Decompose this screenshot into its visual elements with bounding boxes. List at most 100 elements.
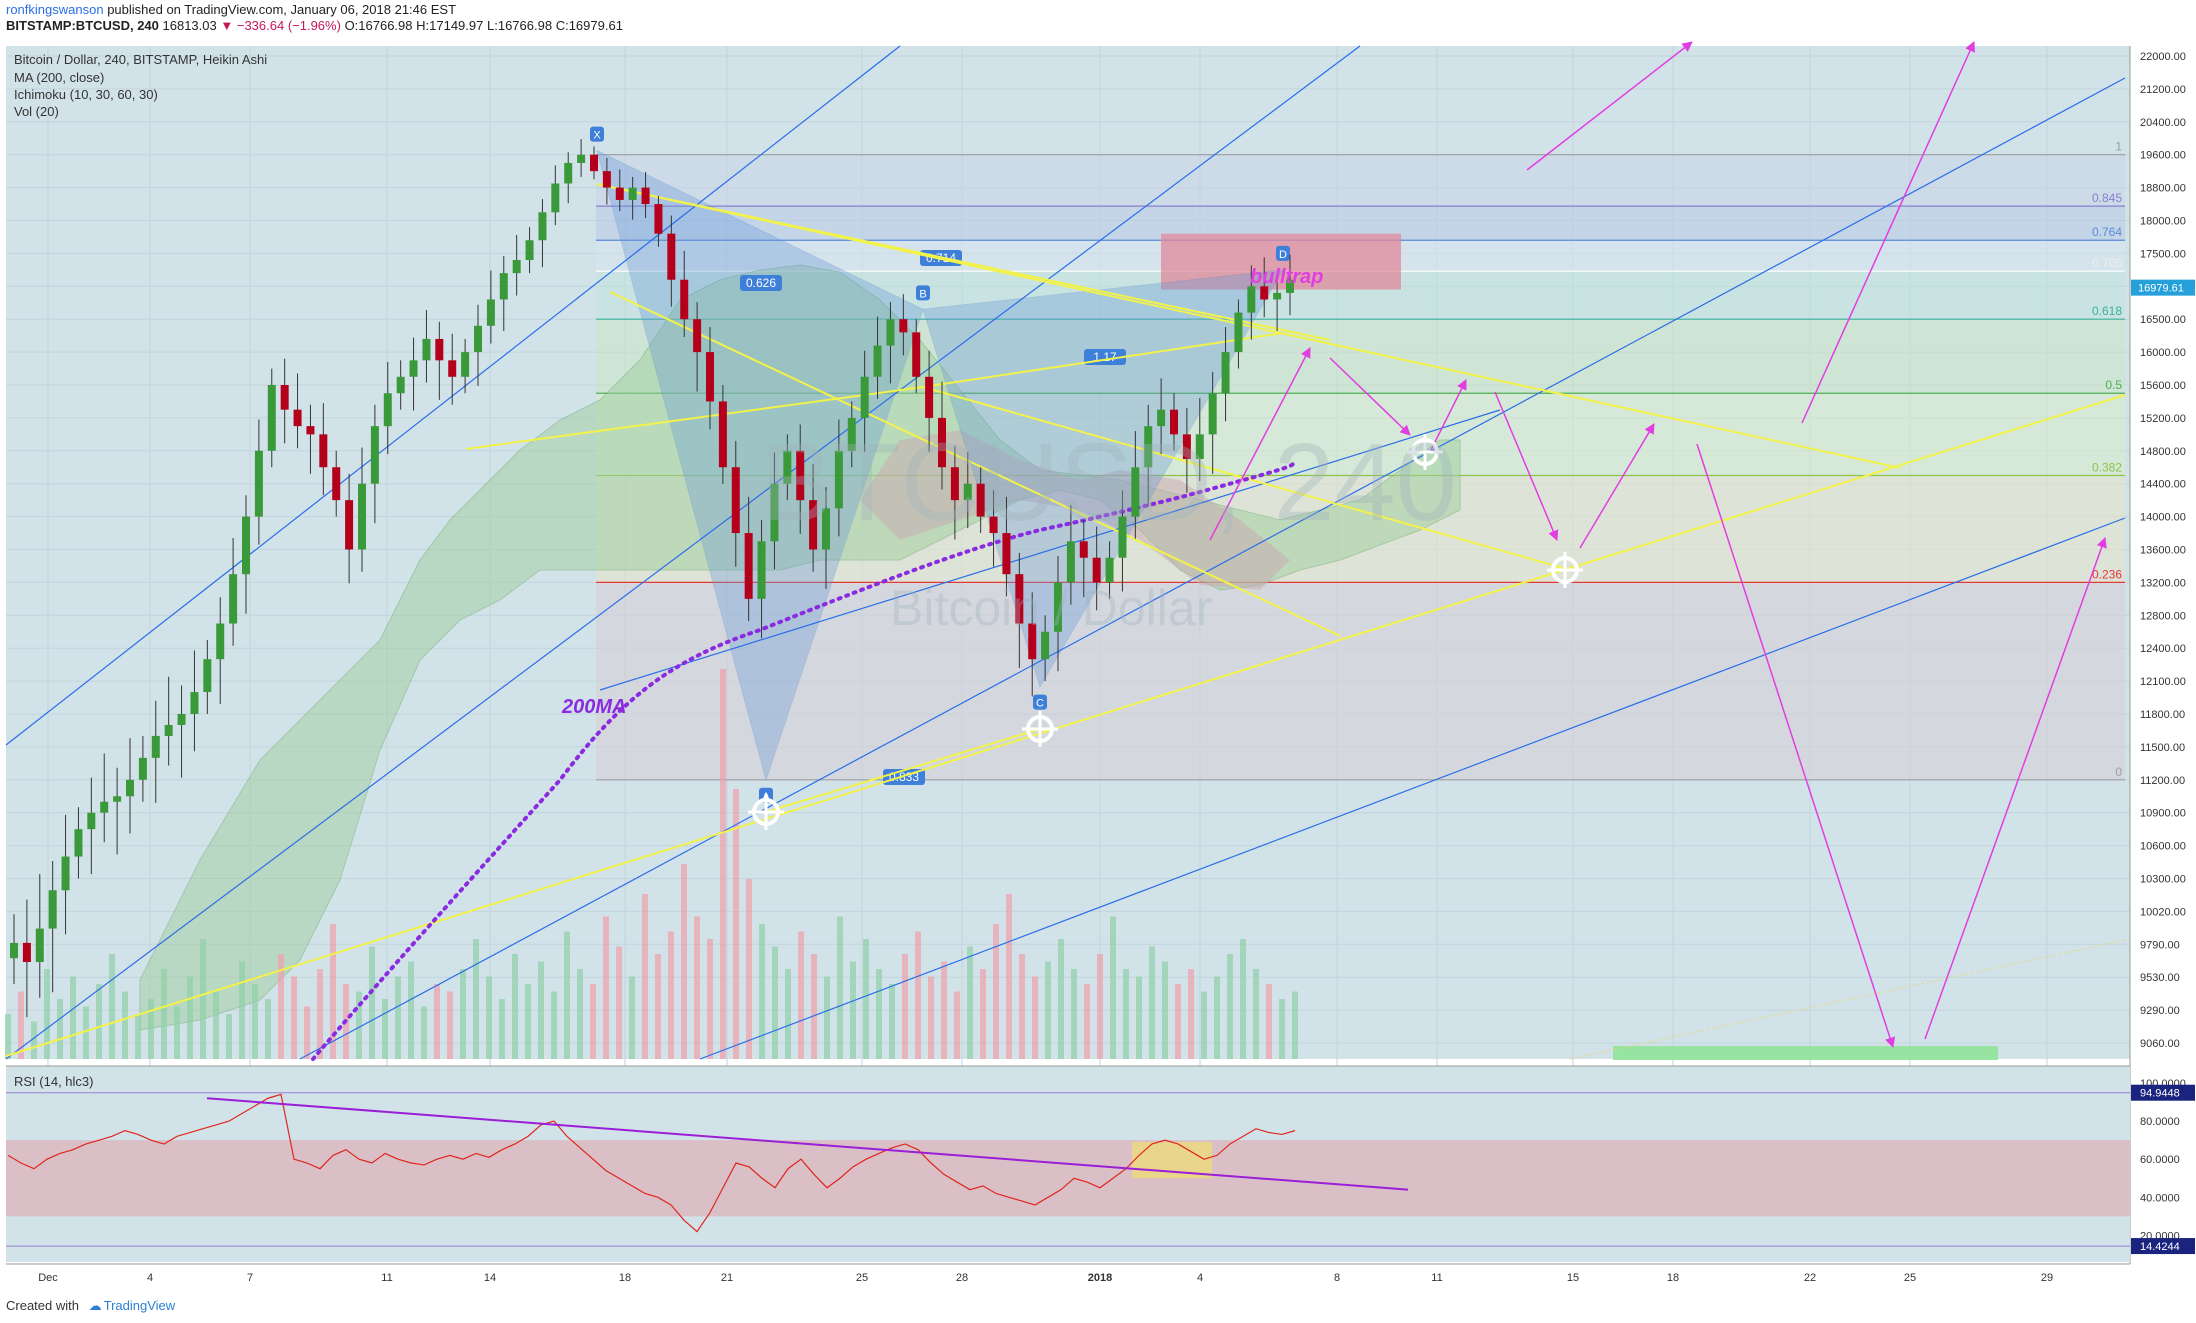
price-tick-label: 13200.00 xyxy=(2140,577,2186,589)
bulltrap-zone xyxy=(1161,233,1401,290)
fib-level-label: 0.618 xyxy=(2092,304,2122,318)
current-price-label: 16979.61 xyxy=(2138,283,2184,295)
price-tick-label: 10600.00 xyxy=(2140,841,2186,853)
price-tick-label: 14000.00 xyxy=(2140,512,2186,524)
volume-bar xyxy=(447,991,453,1059)
rsi-tick-label: 80.0000 xyxy=(2140,1116,2180,1128)
annotations: bulltrap 200MA xyxy=(561,41,2107,1048)
ohlc-high: H:17149.97 xyxy=(416,18,484,33)
candle-body xyxy=(680,279,689,320)
volume-bar xyxy=(421,1006,427,1059)
candles xyxy=(10,139,1294,1018)
volume-bar xyxy=(5,1014,11,1059)
author-link[interactable]: ronfkingswanson xyxy=(6,2,104,17)
candle-body xyxy=(976,483,985,517)
volume-bar xyxy=(148,999,154,1059)
candle-body xyxy=(48,890,57,929)
time-tick-label: 2018 xyxy=(1088,1272,1112,1284)
candle-body xyxy=(796,450,805,501)
time-tick-label: Dec xyxy=(38,1272,58,1284)
price-tick-label: 13600.00 xyxy=(2140,545,2186,557)
time-tick-label: 11 xyxy=(381,1272,392,1284)
price-tick-label: 15200.00 xyxy=(2140,413,2186,425)
legend-ichimoku[interactable]: Ichimoku (10, 30, 60, 30) xyxy=(14,87,158,102)
candle-body xyxy=(190,692,199,714)
fib-retracement: 1 0.845 0.764 0.705 0.618 0.5 0.382 0.236 0 xyxy=(596,140,2125,1060)
volume-bar xyxy=(928,976,934,1059)
fib-level-label: 0 xyxy=(2115,765,2122,779)
time-tick-label: 15 xyxy=(1567,1272,1579,1284)
volume-bar xyxy=(616,946,622,1059)
volume-bar xyxy=(44,969,50,1059)
candle-body xyxy=(448,360,457,377)
price-tick-label: 11800.00 xyxy=(2140,709,2185,721)
trend-line-yellow xyxy=(5,394,2126,1057)
candle-body xyxy=(963,483,972,501)
footer-brand[interactable]: TradingView xyxy=(103,1298,176,1313)
volume-bar xyxy=(1084,984,1090,1059)
volume-bar xyxy=(434,984,440,1059)
pattern-point-badge xyxy=(916,285,930,301)
volume-bar xyxy=(824,976,830,1059)
volume-bar xyxy=(785,969,791,1059)
candle-body xyxy=(242,516,250,575)
fib-level-label: 0.705 xyxy=(2092,256,2122,270)
legend-vol[interactable]: Vol (20) xyxy=(14,104,59,119)
candle-body xyxy=(667,233,676,280)
candle-body xyxy=(332,467,341,501)
candle-body xyxy=(770,483,779,542)
time-tick-label: 18 xyxy=(619,1272,631,1284)
ohlc-open: O:16766.98 xyxy=(344,18,413,33)
candle-body xyxy=(1028,623,1037,660)
candle-body xyxy=(809,500,818,550)
volume-bar xyxy=(707,939,713,1059)
candle-body xyxy=(435,338,444,361)
price-change: ▼ −336.64 (−1.96%) xyxy=(220,18,341,33)
rsi-tick-label: 60.0000 xyxy=(2140,1154,2180,1166)
candle-body xyxy=(1157,409,1166,427)
candle-body xyxy=(203,659,212,693)
candle-body xyxy=(229,574,238,624)
rsi-line xyxy=(7,1093,1296,1233)
time-axis-bg xyxy=(0,1262,2196,1296)
volume-bar xyxy=(109,954,115,1059)
tradingview-logo-icon[interactable]: ☁ xyxy=(88,1298,102,1313)
volume-bar xyxy=(1032,976,1038,1059)
volume-bar xyxy=(1175,984,1181,1059)
rsi-value-label: 14.4244 xyxy=(2140,1241,2180,1253)
volume-bar xyxy=(213,991,219,1059)
fib-level-label: 1 xyxy=(2115,140,2122,154)
projection-arrow xyxy=(1696,443,1896,1048)
candle-body xyxy=(254,450,263,517)
candle-body xyxy=(1079,541,1088,558)
volume-bar xyxy=(70,976,76,1059)
projection-arrow xyxy=(1924,537,2107,1040)
legend-ma[interactable]: MA (200, close) xyxy=(14,70,105,85)
volume-bar xyxy=(18,991,24,1059)
candle-body xyxy=(100,801,109,813)
volume-bar xyxy=(252,984,258,1059)
time-tick-label: 25 xyxy=(856,1272,868,1284)
footer-created: Created with xyxy=(6,1298,79,1313)
price-tick-label: 22000.00 xyxy=(2140,51,2186,63)
candle-body xyxy=(74,829,83,857)
candle-body xyxy=(1144,426,1153,468)
volume-bar xyxy=(122,991,128,1059)
axes: 22000.00 21200.00 20400.00 19600.00 18800.00… xyxy=(0,46,2196,1296)
volume-bar xyxy=(811,954,817,1059)
pattern-point-label: C xyxy=(1036,698,1044,710)
volume-bar xyxy=(161,969,167,1059)
candle-body xyxy=(1247,286,1256,313)
price-tick-label: 18000.00 xyxy=(2140,216,2186,228)
candle-body xyxy=(1002,533,1011,575)
volume-bar xyxy=(1071,969,1077,1059)
ratio-label: 0.626 xyxy=(746,276,776,290)
volume-bar xyxy=(681,864,687,1059)
volume-bar xyxy=(941,961,947,1059)
volume-bar xyxy=(603,916,609,1059)
volume-bar xyxy=(382,999,388,1059)
candle-body xyxy=(293,409,302,427)
candle-body xyxy=(1054,582,1062,632)
legend-rsi[interactable]: RSI (14, hlc3) xyxy=(14,1074,94,1089)
